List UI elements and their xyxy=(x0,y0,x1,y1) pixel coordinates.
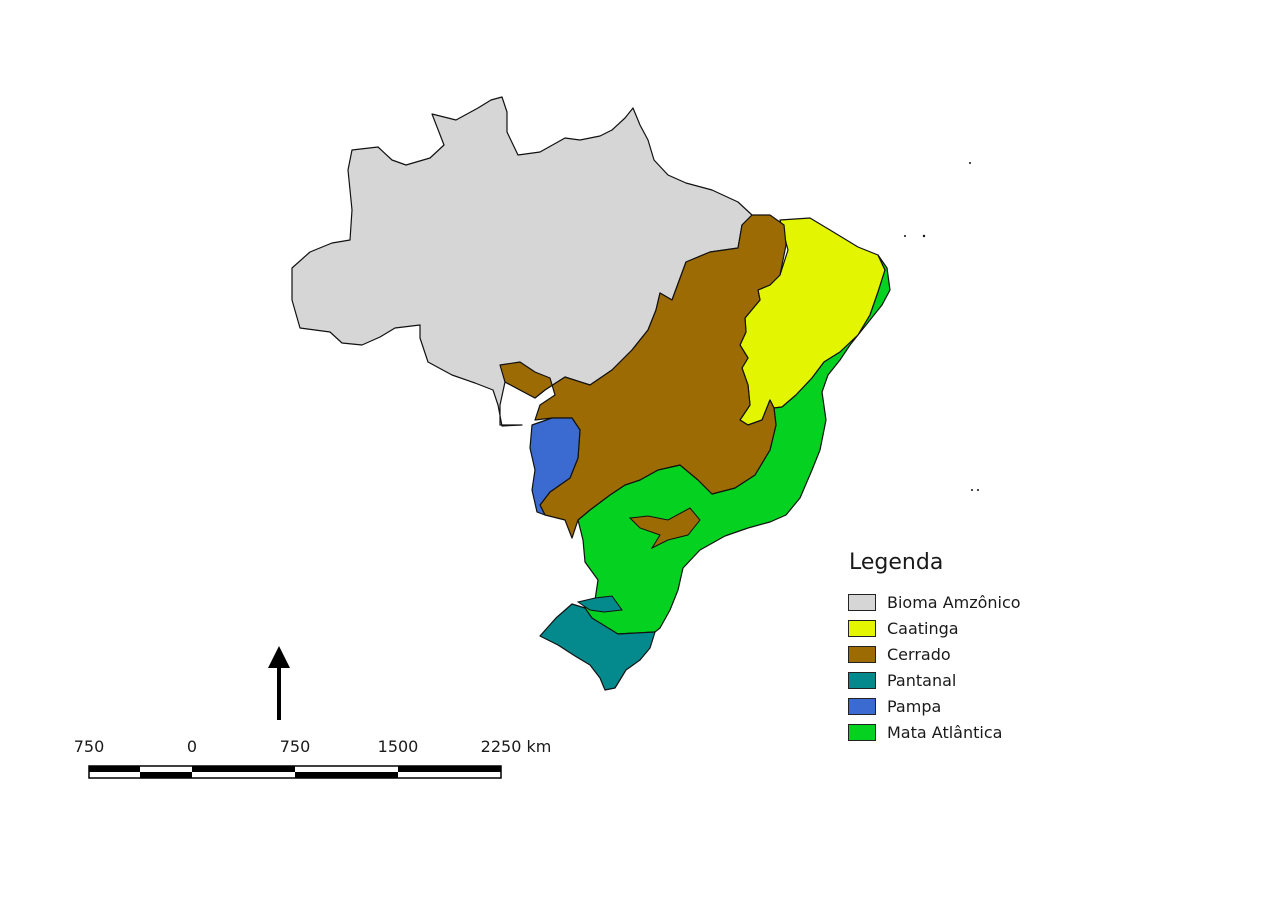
legend-swatch xyxy=(848,619,876,637)
legend-label: Caatinga xyxy=(887,618,959,638)
north-arrow-icon xyxy=(268,646,290,720)
legend-item-caatinga: Caatinga xyxy=(848,615,1108,641)
pantanal-fragment xyxy=(576,595,623,613)
legend-swatch xyxy=(848,671,876,689)
legend-swatch xyxy=(848,645,876,663)
cerrado-fragment xyxy=(628,507,701,550)
legend-item-pampa: Pampa xyxy=(848,693,1108,719)
legend-title: Legenda xyxy=(849,550,944,575)
cerrado-region xyxy=(499,214,787,539)
legend-item-cerrado: Cerrado xyxy=(848,641,1108,667)
legend-item-pantanal: Pantanal xyxy=(848,667,1108,693)
legend-swatch xyxy=(848,593,876,611)
scale-label-1: 0 xyxy=(186,737,198,756)
legend-label: Pampa xyxy=(887,696,942,716)
legend: Legenda Bioma Amzônico Caatinga Cerrado … xyxy=(848,550,1108,745)
legend-swatch xyxy=(848,723,876,741)
legend-label: Bioma Amzônico xyxy=(887,592,1021,612)
pantanal-region xyxy=(539,603,656,691)
scale-label-2: 750 xyxy=(279,737,311,756)
legend-label: Cerrado xyxy=(887,644,951,664)
scale-label-4: 2250 km xyxy=(480,737,552,756)
atlantic-forest-region xyxy=(571,254,891,635)
scale-bar xyxy=(88,765,502,779)
scale-label-0: 750 xyxy=(73,737,105,756)
legend-label: Pantanal xyxy=(887,670,957,690)
pampa-region xyxy=(529,417,581,516)
legend-item-atlantic-forest: Mata Atlântica xyxy=(848,719,1108,745)
legend-item-amazon: Bioma Amzônico xyxy=(848,589,1108,615)
legend-swatch xyxy=(848,697,876,715)
scale-label-3: 1500 xyxy=(377,737,419,756)
legend-label: Mata Atlântica xyxy=(887,722,1003,742)
